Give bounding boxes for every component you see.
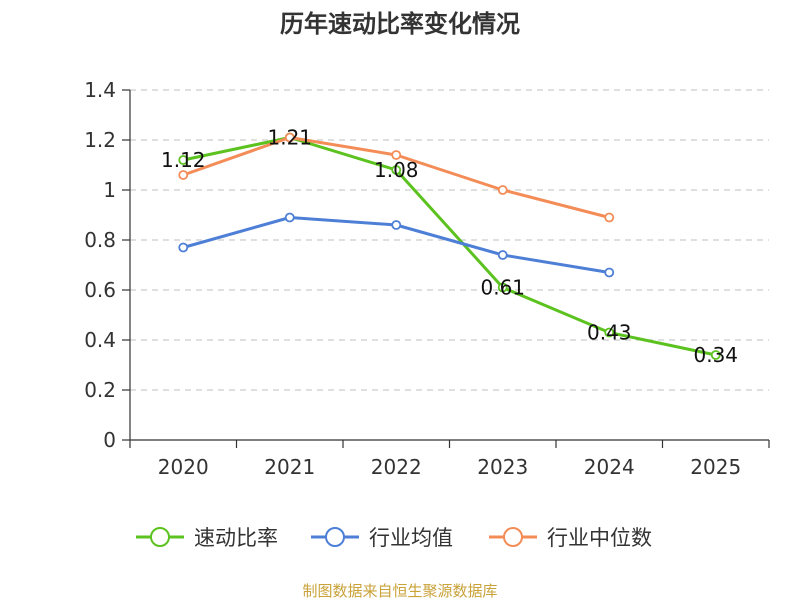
data-point[interactable] [497,282,508,293]
data-label: 0.43 [587,321,632,345]
legend-label: 行业均值 [369,526,453,550]
legend-marker [150,527,170,547]
y-tick-label: 1.2 [84,128,116,152]
y-tick-label: 0 [103,428,116,452]
data-label: 1.21 [267,126,312,150]
data-label: 0.61 [480,276,525,300]
x-tick-label: 2021 [264,455,315,479]
y-tick-label: 1 [103,178,116,202]
data-point[interactable] [391,150,402,160]
y-tick-label: 0.2 [84,378,116,402]
chart-title: 历年速动比率变化情况 [280,10,520,38]
data-point[interactable] [178,170,189,180]
data-point[interactable] [178,155,189,165]
data-point[interactable] [178,242,189,253]
data-point[interactable] [497,250,508,260]
series-line-0 [182,136,717,357]
data-point[interactable] [284,132,295,143]
legend-label: 行业中位数 [547,526,652,550]
source-note: 制图数据来自恒生聚源数据库 [302,582,497,600]
data-label: 1.12 [161,148,206,172]
x-tick-label: 2023 [477,455,528,479]
x-tick-label: 2025 [690,455,741,479]
legend[interactable]: 速动比率 行业均值 行业中位数 [136,526,652,550]
y-tick-label: 0.6 [84,278,116,302]
x-tick-label: 2020 [158,455,209,479]
data-point[interactable] [604,327,615,338]
legend-item-2[interactable]: 行业中位数 [489,526,652,550]
data-labels: 1.12 1.21 1.08 0.61 0.43 0.34 [161,126,738,368]
data-point[interactable] [284,212,295,223]
data-label: 1.08 [374,158,419,182]
data-point[interactable] [710,350,721,360]
y-tick-label: 1.4 [84,78,116,102]
axes: 0 0.2 0.4 0.6 0.8 1 1.2 1.4 2020 2021 2022 2023 2024… [84,78,770,479]
y-tick-label: 0.4 [84,328,116,352]
series-lines [178,132,721,360]
legend-item-0[interactable]: 速动比率 [136,526,278,550]
data-point[interactable] [604,212,615,223]
data-point[interactable] [604,267,615,278]
x-tick-label: 2022 [371,455,422,479]
legend-marker [325,527,345,547]
data-label: 0.34 [693,343,738,367]
x-tick-label: 2024 [584,455,635,479]
legend-item-1[interactable]: 行业均值 [311,526,453,550]
legend-marker [503,527,523,547]
data-point[interactable] [391,220,402,230]
data-point[interactable] [497,185,508,195]
y-tick-label: 0.8 [84,228,116,252]
data-point[interactable] [391,165,402,175]
legend-label: 速动比率 [194,526,278,550]
